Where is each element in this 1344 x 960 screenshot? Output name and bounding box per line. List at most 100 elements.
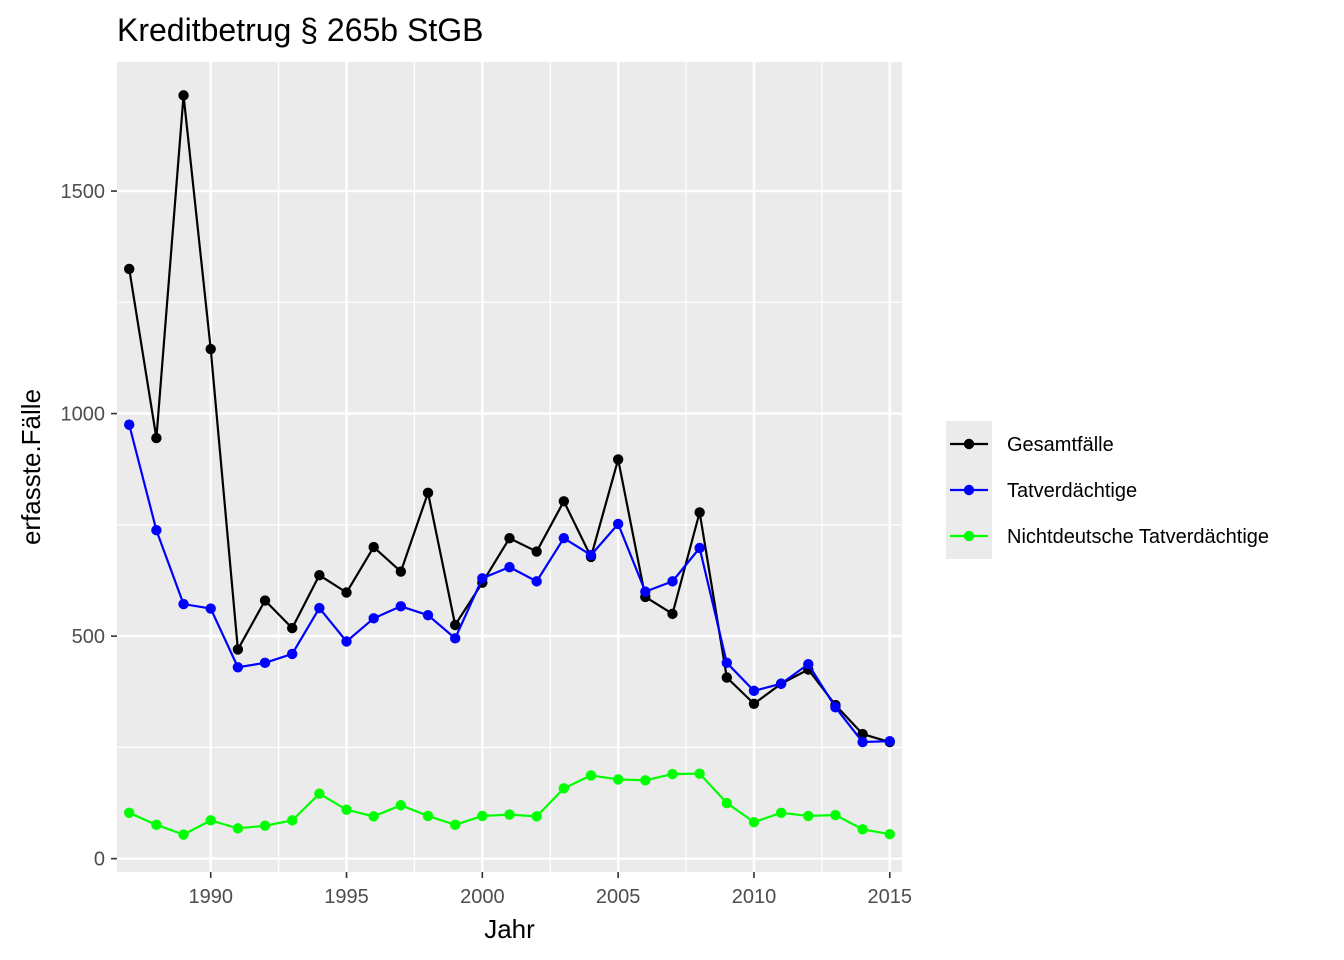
data-point	[830, 702, 841, 713]
data-point	[368, 811, 379, 822]
data-point	[178, 829, 189, 840]
x-tick-label: 2005	[596, 886, 641, 908]
data-point	[857, 736, 868, 748]
data-point	[232, 823, 244, 834]
data-point	[531, 811, 542, 822]
y-tick-label: 1500	[61, 181, 106, 203]
x-axis-title: Jahr	[484, 914, 535, 944]
data-point	[477, 810, 488, 822]
data-point	[775, 807, 787, 819]
data-point	[314, 569, 325, 581]
data-point	[694, 507, 705, 518]
data-point	[531, 546, 542, 557]
data-point	[151, 432, 162, 444]
y-tick-label: 500	[72, 626, 105, 648]
data-point	[748, 685, 760, 697]
data-point	[341, 636, 352, 647]
data-point	[640, 775, 651, 786]
data-point	[205, 343, 216, 355]
minor-gridlines	[117, 62, 902, 872]
data-point	[477, 573, 488, 584]
data-point	[449, 619, 461, 631]
legend-key-point	[963, 484, 975, 496]
data-point	[504, 533, 515, 544]
y-axis-title: erfasste.Fälle	[16, 389, 46, 545]
data-point	[259, 820, 271, 831]
y-tick-label: 1000	[61, 404, 106, 426]
data-point	[558, 496, 570, 507]
data-point	[395, 800, 407, 811]
data-point	[151, 819, 162, 831]
chart-title: Kreditbetrug § 265b StGB	[117, 12, 483, 48]
data-point	[151, 524, 162, 536]
data-point	[449, 633, 461, 644]
data-point	[205, 815, 216, 826]
data-point	[124, 419, 135, 430]
data-point	[286, 648, 298, 660]
data-point	[748, 698, 760, 709]
x-tick-label: 2000	[460, 886, 505, 908]
data-point	[504, 809, 515, 820]
data-point	[857, 824, 868, 835]
legend-key-point	[963, 438, 975, 450]
data-point	[667, 768, 678, 780]
data-point	[775, 678, 787, 689]
data-point	[232, 644, 244, 655]
data-point	[449, 819, 461, 831]
data-point	[341, 587, 352, 598]
data-point	[124, 807, 135, 819]
plot-panel	[117, 62, 902, 872]
data-point	[286, 815, 298, 826]
legend: Gesamtfälle Tatverdächtige Nichtdeutsche T…	[946, 421, 1269, 559]
data-point	[694, 542, 705, 554]
data-point	[205, 603, 216, 614]
data-point	[395, 601, 407, 612]
data-point	[395, 566, 407, 577]
data-point	[612, 454, 624, 465]
x-tick-label: 2015	[868, 886, 913, 908]
data-point	[368, 613, 379, 624]
x-tick-label: 2010	[732, 886, 777, 908]
data-point	[857, 728, 868, 740]
data-point	[884, 735, 895, 747]
data-point	[640, 586, 651, 597]
data-point	[748, 816, 760, 828]
data-point	[585, 770, 597, 781]
data-point	[667, 608, 678, 620]
data-point	[721, 797, 733, 809]
data-point	[612, 518, 624, 530]
data-point	[694, 768, 705, 779]
legend-label: Gesamtfälle	[1007, 434, 1114, 456]
data-point	[314, 788, 325, 799]
data-point	[422, 610, 434, 621]
data-point	[368, 541, 379, 553]
data-point	[232, 662, 244, 673]
data-point	[286, 622, 298, 634]
data-point	[531, 576, 542, 587]
series-layer	[124, 90, 895, 840]
legend-label: Nichtdeutsche Tatverdächtige	[1007, 526, 1269, 548]
data-point	[259, 657, 271, 669]
data-point	[504, 561, 515, 573]
axes: 1990 1995 2000 2005 2010 2015 0 500 1000 1500	[61, 181, 913, 908]
data-point	[558, 533, 570, 544]
y-tick-label: 0	[94, 849, 105, 871]
legend-label: Tatverdächtige	[1007, 480, 1137, 502]
data-point	[314, 602, 325, 614]
data-point	[803, 810, 814, 822]
data-point	[178, 598, 189, 610]
data-point	[178, 90, 189, 101]
data-point	[667, 576, 678, 587]
data-point	[558, 783, 570, 794]
data-point	[341, 804, 352, 815]
data-point	[585, 549, 597, 561]
data-point	[884, 828, 895, 840]
x-tick-label: 1990	[188, 886, 233, 908]
data-point	[721, 672, 733, 683]
data-point	[803, 658, 814, 670]
data-point	[259, 595, 271, 606]
data-point	[422, 487, 434, 499]
data-point	[721, 657, 733, 669]
data-point	[422, 810, 434, 822]
